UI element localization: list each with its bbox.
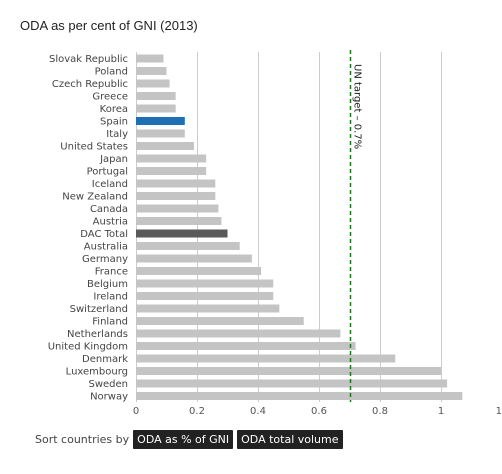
category-label: Japan: [99, 154, 128, 165]
category-label: Poland: [95, 67, 128, 78]
category-label: Ireland: [93, 292, 128, 303]
bar[interactable]: [136, 329, 341, 338]
category-label: Denmark: [82, 354, 128, 365]
bar[interactable]: [136, 304, 280, 313]
bar[interactable]: [136, 292, 274, 300]
category-label: United States: [60, 142, 128, 153]
bar[interactable]: [136, 204, 219, 213]
sort-by-volume-button[interactable]: ODA total volume: [237, 429, 343, 449]
bar[interactable]: [136, 192, 216, 200]
x-tick-label: 0.2: [189, 406, 205, 417]
sort-label: Sort countries by: [35, 432, 130, 446]
x-tick-labels: 0 0.2 0.4 0.6 0.8 1 1: [133, 406, 502, 417]
x-tick-label: 1: [438, 406, 444, 417]
bar[interactable]: [136, 342, 356, 350]
chart-title: ODA as per cent of GNI (2013): [20, 18, 198, 33]
bar[interactable]: [136, 167, 207, 175]
category-label: Finland: [92, 317, 128, 328]
x-tick-label: 0.4: [250, 406, 266, 417]
category-label: Iceland: [92, 179, 128, 190]
category-label: Canada: [90, 204, 128, 215]
x-tick-label: 0.8: [372, 406, 388, 417]
sort-by-gni-button[interactable]: ODA as % of GNI: [133, 429, 234, 449]
category-label: Korea: [100, 104, 128, 115]
un-target-label: UN target – 0.7%: [352, 64, 363, 149]
bar[interactable]: [136, 217, 222, 225]
category-label: Portugal: [87, 167, 128, 178]
category-label: France: [95, 267, 128, 278]
category-label: Luxembourg: [66, 367, 128, 378]
category-label: Italy: [106, 129, 128, 140]
bar[interactable]: [136, 229, 228, 238]
bar[interactable]: [136, 92, 176, 100]
category-label: Sweden: [88, 379, 128, 390]
category-label: Austria: [93, 217, 128, 228]
bar[interactable]: [136, 104, 176, 113]
x-tick-label: 0: [133, 406, 139, 417]
bar[interactable]: [136, 317, 304, 325]
bar[interactable]: [136, 142, 194, 150]
bar[interactable]: [136, 67, 167, 75]
bar[interactable]: [136, 179, 216, 188]
bars: [136, 54, 463, 400]
category-label: Spain: [100, 117, 128, 128]
bar[interactable]: [136, 392, 463, 400]
category-label: Belgium: [87, 279, 128, 290]
sort-controls: Sort countries by ODA as % of GNI ODA to…: [35, 429, 343, 449]
un-target-marker: UN target – 0.7%: [349, 50, 363, 402]
category-label: Slovak Republic: [49, 54, 128, 65]
category-label: DAC Total: [80, 229, 128, 240]
x-tick-label: 1: [496, 406, 502, 417]
category-label: Australia: [84, 242, 128, 253]
bar[interactable]: [136, 279, 274, 288]
category-label: United Kingdom: [48, 342, 128, 353]
category-label: Greece: [92, 92, 128, 103]
bar[interactable]: [136, 154, 207, 163]
bar[interactable]: [136, 354, 396, 363]
category-label: Germany: [82, 254, 128, 265]
category-label: Czech Republic: [52, 79, 128, 90]
bar[interactable]: [136, 267, 262, 275]
category-label: Norway: [90, 392, 128, 403]
bar[interactable]: [136, 129, 185, 138]
category-label: New Zealand: [62, 192, 128, 203]
category-label: Switzerland: [70, 304, 128, 315]
x-tick-label: 0.6: [311, 406, 327, 417]
bar[interactable]: [136, 367, 441, 375]
bar[interactable]: [136, 242, 240, 250]
category-label: Netherlands: [67, 329, 128, 340]
bar[interactable]: [136, 254, 252, 263]
bar[interactable]: [136, 379, 448, 388]
bar[interactable]: [136, 54, 164, 63]
bar[interactable]: [136, 79, 170, 88]
bar[interactable]: [136, 117, 185, 125]
